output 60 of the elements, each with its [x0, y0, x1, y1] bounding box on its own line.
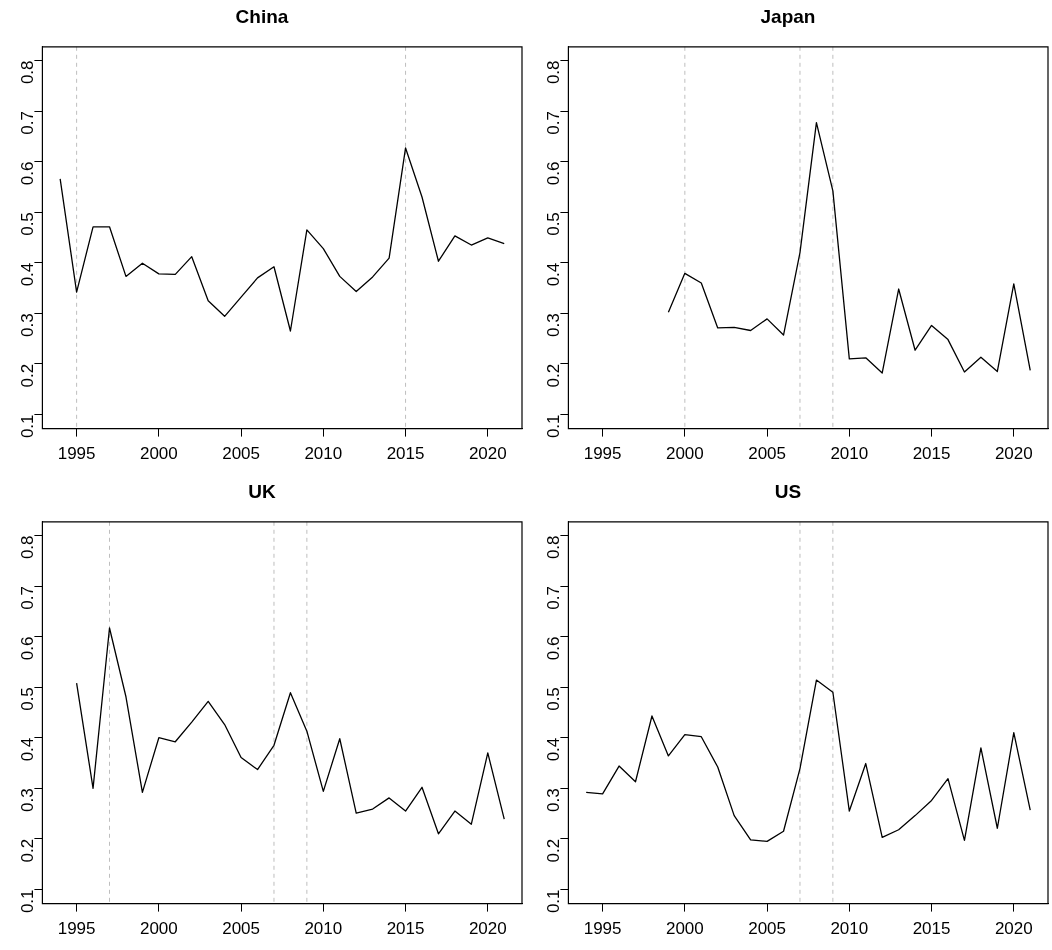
y-tick-label: 0.2	[544, 363, 564, 388]
y-tick-label: 0.7	[544, 111, 564, 135]
x-tick-label: 2020	[468, 444, 507, 464]
x-tick-label: 2010	[304, 444, 343, 464]
x-tick-label: 2000	[139, 444, 178, 464]
x-tick-label: 2005	[222, 444, 260, 464]
x-tick-label: 2000	[139, 919, 178, 939]
x-tick-label: 2010	[830, 919, 869, 939]
y-tick-label: 0.3	[18, 313, 38, 337]
x-tick-label: 2020	[468, 919, 507, 939]
y-tick-label: 0.6	[18, 161, 38, 186]
y-tick-label: 0.7	[544, 586, 564, 610]
x-tick-label: 1995	[57, 919, 96, 939]
x-tick-label: 1995	[583, 919, 622, 939]
y-tick-label: 0.6	[18, 636, 38, 661]
y-tick-label: 0.1	[544, 889, 564, 914]
y-tick-label: 0.2	[544, 838, 564, 863]
x-tick-label: 2015	[912, 444, 951, 464]
chart-title: UK	[248, 480, 276, 502]
y-tick-label: 0.4	[544, 737, 564, 762]
y-tick-label: 0.5	[544, 212, 564, 236]
y-tick-label: 0.3	[18, 788, 38, 812]
x-tick-label: 2020	[994, 444, 1033, 464]
x-tick-label: 2020	[994, 919, 1033, 939]
x-tick-label: 2000	[665, 444, 704, 464]
x-tick-label: 2010	[304, 919, 343, 939]
y-tick-label: 0.6	[544, 161, 564, 186]
y-tick-label: 0.2	[18, 838, 38, 863]
chart-title: US	[774, 480, 802, 502]
y-tick-label: 0.4	[18, 737, 38, 762]
y-tick-label: 0.5	[18, 687, 38, 711]
x-tick-label: 2005	[748, 444, 786, 464]
x-tick-label: 2015	[386, 444, 425, 464]
chart-title: Japan	[760, 5, 816, 27]
y-tick-label: 0.7	[18, 586, 38, 610]
x-tick-label: 2000	[665, 919, 704, 939]
y-tick-label: 0.8	[18, 60, 38, 85]
y-tick-label: 0.8	[544, 535, 564, 560]
x-tick-label: 2015	[912, 919, 951, 939]
x-tick-label: 2005	[748, 919, 786, 939]
x-tick-label: 2015	[386, 919, 425, 939]
y-tick-label: 0.1	[544, 414, 564, 439]
y-tick-label: 0.1	[18, 414, 38, 439]
x-tick-label: 1995	[583, 444, 622, 464]
y-tick-label: 0.8	[544, 60, 564, 85]
y-tick-label: 0.8	[18, 535, 38, 560]
chart-title: China	[235, 5, 289, 27]
x-tick-label: 2010	[830, 444, 869, 464]
y-tick-label: 0.6	[544, 636, 564, 661]
y-tick-label: 0.5	[18, 212, 38, 236]
y-tick-label: 0.4	[18, 262, 38, 287]
y-tick-label: 0.1	[18, 889, 38, 914]
y-tick-label: 0.4	[544, 262, 564, 287]
y-tick-label: 0.7	[18, 111, 38, 135]
x-tick-label: 1995	[57, 444, 96, 464]
x-tick-label: 2005	[222, 919, 260, 939]
y-tick-label: 0.3	[544, 313, 564, 337]
y-tick-label: 0.3	[544, 788, 564, 812]
y-tick-label: 0.5	[544, 687, 564, 711]
y-tick-label: 0.2	[18, 363, 38, 388]
